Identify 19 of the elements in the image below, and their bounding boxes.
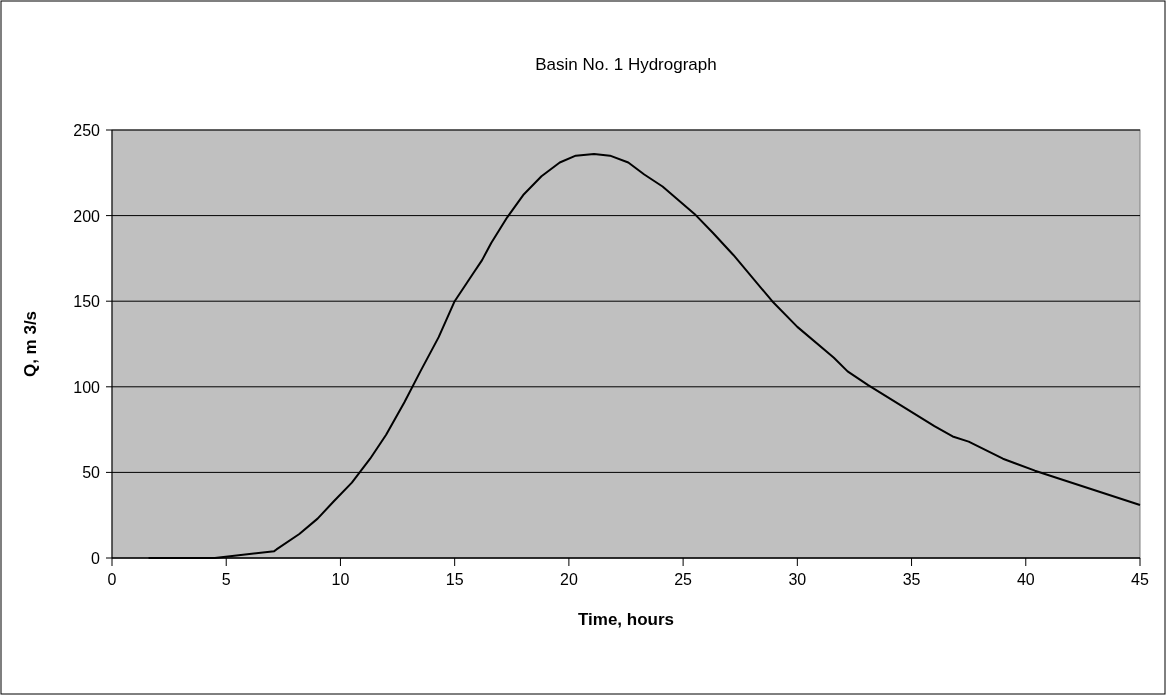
x-tick-label: 25 [674, 571, 693, 588]
y-tick-label: 250 [73, 122, 101, 139]
x-tick-label: 5 [221, 571, 231, 588]
y-axis-title: Q, m 3/s [21, 310, 40, 378]
x-tick-label: 45 [1131, 571, 1149, 588]
chart-title: Basin No. 1 Hydrograph [535, 55, 717, 74]
x-tick-label: 15 [445, 571, 464, 588]
x-tick-label: 10 [331, 571, 350, 588]
x-tick-label: 0 [107, 571, 117, 588]
y-tick-label: 100 [73, 378, 101, 396]
y-tick-label: 50 [82, 464, 101, 482]
x-tick-label: 20 [559, 571, 578, 588]
x-tick-label: 40 [1016, 571, 1035, 588]
x-axis-title: Time, hours [577, 610, 675, 629]
x-tick-label: 35 [902, 571, 921, 588]
y-tick-label: 150 [73, 293, 101, 311]
y-tick-label: 200 [73, 207, 101, 225]
x-tick-label: 30 [788, 571, 807, 588]
y-tick-label: 0 [91, 550, 101, 567]
